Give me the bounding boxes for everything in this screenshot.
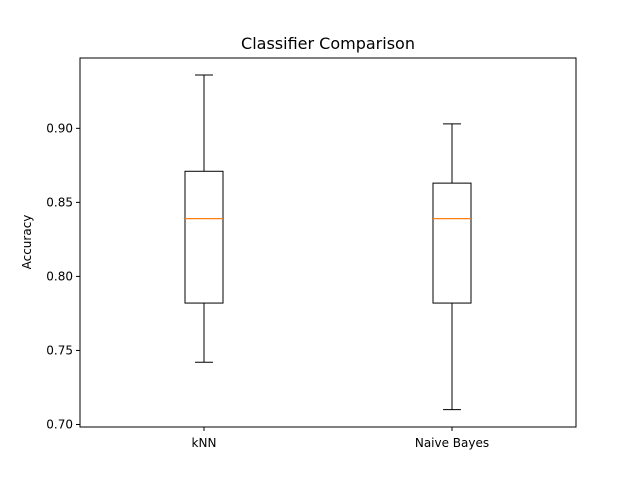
iqr-box — [184, 170, 224, 304]
box-naive-bayes — [432, 123, 472, 411]
y-tick-label: 0.85 — [46, 195, 73, 209]
box-knn — [184, 74, 224, 363]
y-tick-label: 0.75 — [46, 343, 73, 357]
x-tick-label: kNN — [192, 436, 217, 450]
x-axis: kNN Naive Bayes — [192, 427, 489, 450]
y-tick-label: 0.90 — [46, 121, 73, 135]
y-tick-label: 0.80 — [46, 269, 73, 283]
x-tick-label: Naive Bayes — [415, 436, 489, 450]
plot-area-frame — [79, 57, 577, 428]
chart-title: Classifier Comparison — [241, 34, 415, 53]
iqr-box — [432, 182, 472, 304]
y-tick-label: 0.70 — [46, 417, 73, 431]
y-axis-label: Accuracy — [20, 215, 34, 270]
boxes-group — [184, 74, 472, 411]
y-axis: 0.70 0.75 0.80 0.85 0.90 — [46, 121, 80, 431]
